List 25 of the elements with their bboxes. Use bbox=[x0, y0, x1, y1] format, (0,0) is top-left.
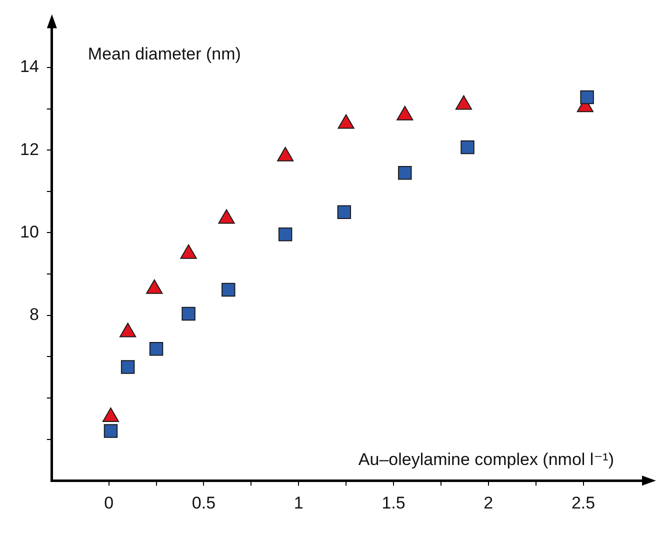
point bbox=[337, 205, 352, 219]
point bbox=[180, 244, 197, 259]
point bbox=[455, 95, 472, 110]
point bbox=[104, 424, 118, 438]
y-axis-title: Mean diameter (nm) bbox=[88, 44, 241, 64]
point bbox=[338, 114, 354, 129]
x-tick-label: 1.5 bbox=[382, 493, 406, 512]
point bbox=[278, 228, 292, 242]
point bbox=[182, 306, 196, 321]
y-tick-label: 8 bbox=[29, 305, 39, 324]
y-tick-label: 14 bbox=[20, 57, 39, 76]
x-tick-label: 0 bbox=[104, 493, 114, 512]
x-axis-title: Au–oleylamine complex (nmol l⁻¹) bbox=[358, 450, 614, 469]
x-tick-label: 2 bbox=[484, 493, 494, 512]
x-tick-label: 0.5 bbox=[192, 493, 216, 512]
y-tick-label: 10 bbox=[20, 222, 39, 242]
point bbox=[222, 282, 236, 297]
x-tick-label: 1 bbox=[294, 493, 304, 512]
point bbox=[396, 106, 414, 120]
x-tick-label: 2.5 bbox=[571, 493, 596, 512]
point bbox=[277, 146, 294, 162]
point bbox=[149, 342, 164, 356]
point bbox=[218, 209, 235, 224]
point bbox=[120, 360, 135, 374]
y-tick-label: 12 bbox=[20, 140, 39, 159]
